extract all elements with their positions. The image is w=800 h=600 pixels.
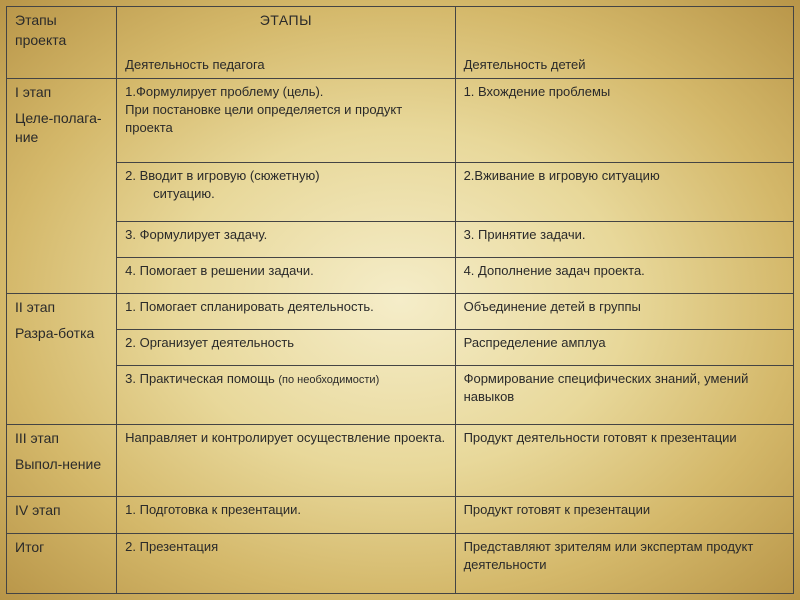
header-col1-text: Этапы проекта (15, 12, 66, 48)
table-container: Этапы проекта ЭТАПЫ Деятельность педагог… (0, 0, 800, 600)
header-row-2: Деятельность педагога Деятельность детей (7, 43, 794, 78)
header-col3: Деятельность детей (455, 43, 793, 78)
stage4-label-l1: IV этап (15, 502, 61, 518)
header-col3-text: Деятельность детей (464, 57, 586, 72)
stage1-row1-children: 1. Вхождение проблемы (455, 79, 793, 163)
stage1-row1-teacher-l2: При постановке цели определяется и проду… (125, 101, 446, 137)
stage2-row1: II этап Разра-ботка 1. Помогает спланиро… (7, 294, 794, 330)
stage2-row3-teacher-note: (по необходимости) (278, 374, 379, 386)
stage1-row4-children-text: 4. Дополнение задач проекта. (464, 263, 645, 278)
stage3-label: III этап Выпол-нение (7, 425, 117, 496)
stage1-row4-teacher-text: 4. Помогает в решении задачи. (125, 263, 314, 278)
stage4-row1: IV этап 1. Подготовка к презентации. Про… (7, 496, 794, 534)
stage2-row3-teacher-text: 3. Практическая помощь (125, 371, 278, 386)
stage2-row2-children-text: Распределение амплуа (464, 335, 606, 350)
stage3-row1: III этап Выпол-нение Направляет и контро… (7, 425, 794, 496)
stage1-row3-teacher: 3. Формулирует задачу. (117, 222, 455, 258)
stage2-row1-teacher-text: 1. Помогает спланировать деятельность. (125, 299, 374, 314)
stage2-label-l2: Разра-ботка (15, 324, 108, 344)
stage2-row1-children-text: Объединение детей в группы (464, 299, 641, 314)
stages-table: Этапы проекта ЭТАПЫ Деятельность педагог… (6, 6, 794, 594)
stage3-row1-teacher-text: Направляет и контролирует осуществление … (125, 430, 445, 445)
stage4-row2-teacher: 2. Презентация (117, 534, 455, 594)
stage1-row1-children-text: 1. Вхождение проблемы (464, 84, 611, 99)
stage2-row1-teacher: 1. Помогает спланировать деятельность. (117, 294, 455, 330)
stage1-row4-children: 4. Дополнение задач проекта. (455, 258, 793, 294)
stage4-row1-children-text: Продукт готовят к презентации (464, 502, 651, 517)
stage1-row2-children: 2.Вживание в игровую ситуацию (455, 162, 793, 222)
stage4-row2-teacher-text: 2. Презентация (125, 539, 218, 554)
stage2-row2-teacher-text: 2. Организует деятельность (125, 335, 294, 350)
stage2-row1-children: Объединение детей в группы (455, 294, 793, 330)
stage4-row1-teacher: 1. Подготовка к презентации. (117, 496, 455, 534)
header-etapy: ЭТАПЫ (117, 7, 455, 44)
stage1-row3: 3. Формулирует задачу. 3. Принятие задач… (7, 222, 794, 258)
header-etapy-text: ЭТАПЫ (260, 12, 312, 28)
stage1-row4: 4. Помогает в решении задачи. 4. Дополне… (7, 258, 794, 294)
header-col2-text: Деятельность педагога (125, 57, 264, 72)
stage4-row2: Итог 2. Презентация Представляют зрителя… (7, 534, 794, 594)
header-empty (455, 7, 793, 44)
stage1-label-l2: Целе-полага-ние (15, 109, 108, 148)
stage2-label: II этап Разра-ботка (7, 294, 117, 425)
header-row-1: Этапы проекта ЭТАПЫ (7, 7, 794, 44)
stage1-row2-teacher-l2: ситуацию. (125, 185, 446, 203)
stage4-label-l2: Итог (15, 539, 44, 555)
header-col1: Этапы проекта (7, 7, 117, 79)
stage2-row2-children: Распределение амплуа (455, 329, 793, 365)
stage1-row3-teacher-text: 3. Формулирует задачу. (125, 227, 267, 242)
stage2-row2-teacher: 2. Организует деятельность (117, 329, 455, 365)
stage2-label-l1: II этап (15, 298, 108, 318)
stage4-row2-children: Представляют зрителям или экспертам прод… (455, 534, 793, 594)
stage3-row1-teacher: Направляет и контролирует осуществление … (117, 425, 455, 496)
stage2-row3: 3. Практическая помощь (по необходимости… (7, 365, 794, 425)
stage2-row2: 2. Организует деятельность Распределение… (7, 329, 794, 365)
stage2-row3-children-text: Формирование специфических знаний, умени… (464, 371, 749, 404)
stage1-row2: 2. Вводит в игровую (сюжетную) ситуацию.… (7, 162, 794, 222)
stage4-row1-children: Продукт готовят к презентации (455, 496, 793, 534)
stage4-row1-teacher-text: 1. Подготовка к презентации. (125, 502, 301, 517)
stage1-row2-teacher: 2. Вводит в игровую (сюжетную) ситуацию. (117, 162, 455, 222)
stage2-row3-teacher: 3. Практическая помощь (по необходимости… (117, 365, 455, 425)
stage3-row1-children: Продукт деятельности готовят к презентац… (455, 425, 793, 496)
stage1-label-l1: I этап (15, 83, 108, 103)
stage3-row1-children-text: Продукт деятельности готовят к презентац… (464, 430, 737, 445)
stage4-row2-children-text: Представляют зрителям или экспертам прод… (464, 539, 754, 572)
stage1-row2-teacher-l1: 2. Вводит в игровую (сюжетную) (125, 167, 446, 185)
stage1-row2-children-text: 2.Вживание в игровую ситуацию (464, 168, 660, 183)
stage1-row4-teacher: 4. Помогает в решении задачи. (117, 258, 455, 294)
stage3-label-l1: III этап (15, 429, 108, 449)
stage2-row3-children: Формирование специфических знаний, умени… (455, 365, 793, 425)
stage1-row1: I этап Целе-полага-ние 1.Формулирует про… (7, 79, 794, 163)
stage1-row1-teacher-l1: 1.Формулирует проблему (цель). (125, 83, 446, 101)
stage1-row1-teacher: 1.Формулирует проблему (цель). При поста… (117, 79, 455, 163)
stage4-label-l1-cell: IV этап (7, 496, 117, 534)
stage3-label-l2: Выпол-нение (15, 455, 108, 475)
stage1-label: I этап Целе-полага-ние (7, 79, 117, 294)
stage1-row3-children-text: 3. Принятие задачи. (464, 227, 586, 242)
stage1-row3-children: 3. Принятие задачи. (455, 222, 793, 258)
header-col2: Деятельность педагога (117, 43, 455, 78)
stage4-label-l2-cell: Итог (7, 534, 117, 594)
